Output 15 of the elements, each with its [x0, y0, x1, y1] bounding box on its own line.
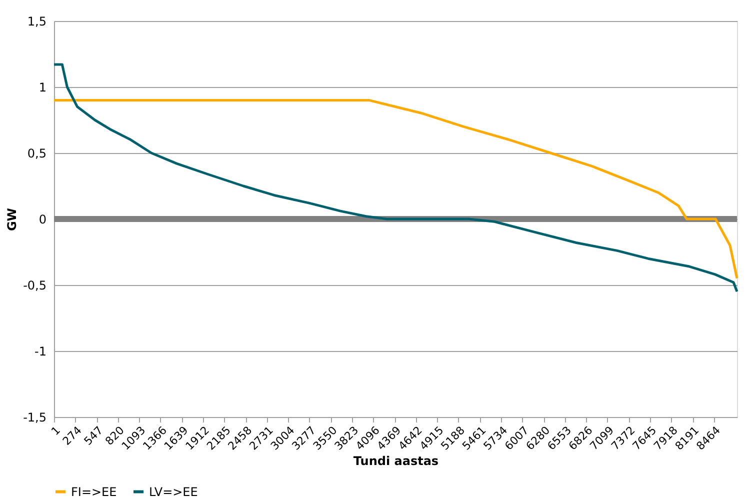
y-tick-label: 1,5: [27, 14, 46, 28]
y-tick-label: -0,5: [23, 278, 46, 292]
y-tick-label: -1: [34, 344, 46, 358]
x-tick-label: 274: [60, 424, 84, 448]
legend-label: FI=>EE: [71, 484, 117, 499]
legend-label: LV=>EE: [149, 484, 198, 499]
y-tick-label: 1: [38, 80, 46, 94]
y-tick-label: -1,5: [23, 410, 46, 424]
line-series: [52, 98, 738, 280]
x-axis-title: Tundi aastas: [353, 454, 439, 468]
y-tick-label: 0,5: [27, 146, 46, 160]
y-tick-label: 0: [38, 212, 46, 226]
y-axis-title: GW: [5, 208, 20, 232]
line-series: [52, 63, 738, 293]
x-tick-label: 1: [48, 424, 63, 438]
